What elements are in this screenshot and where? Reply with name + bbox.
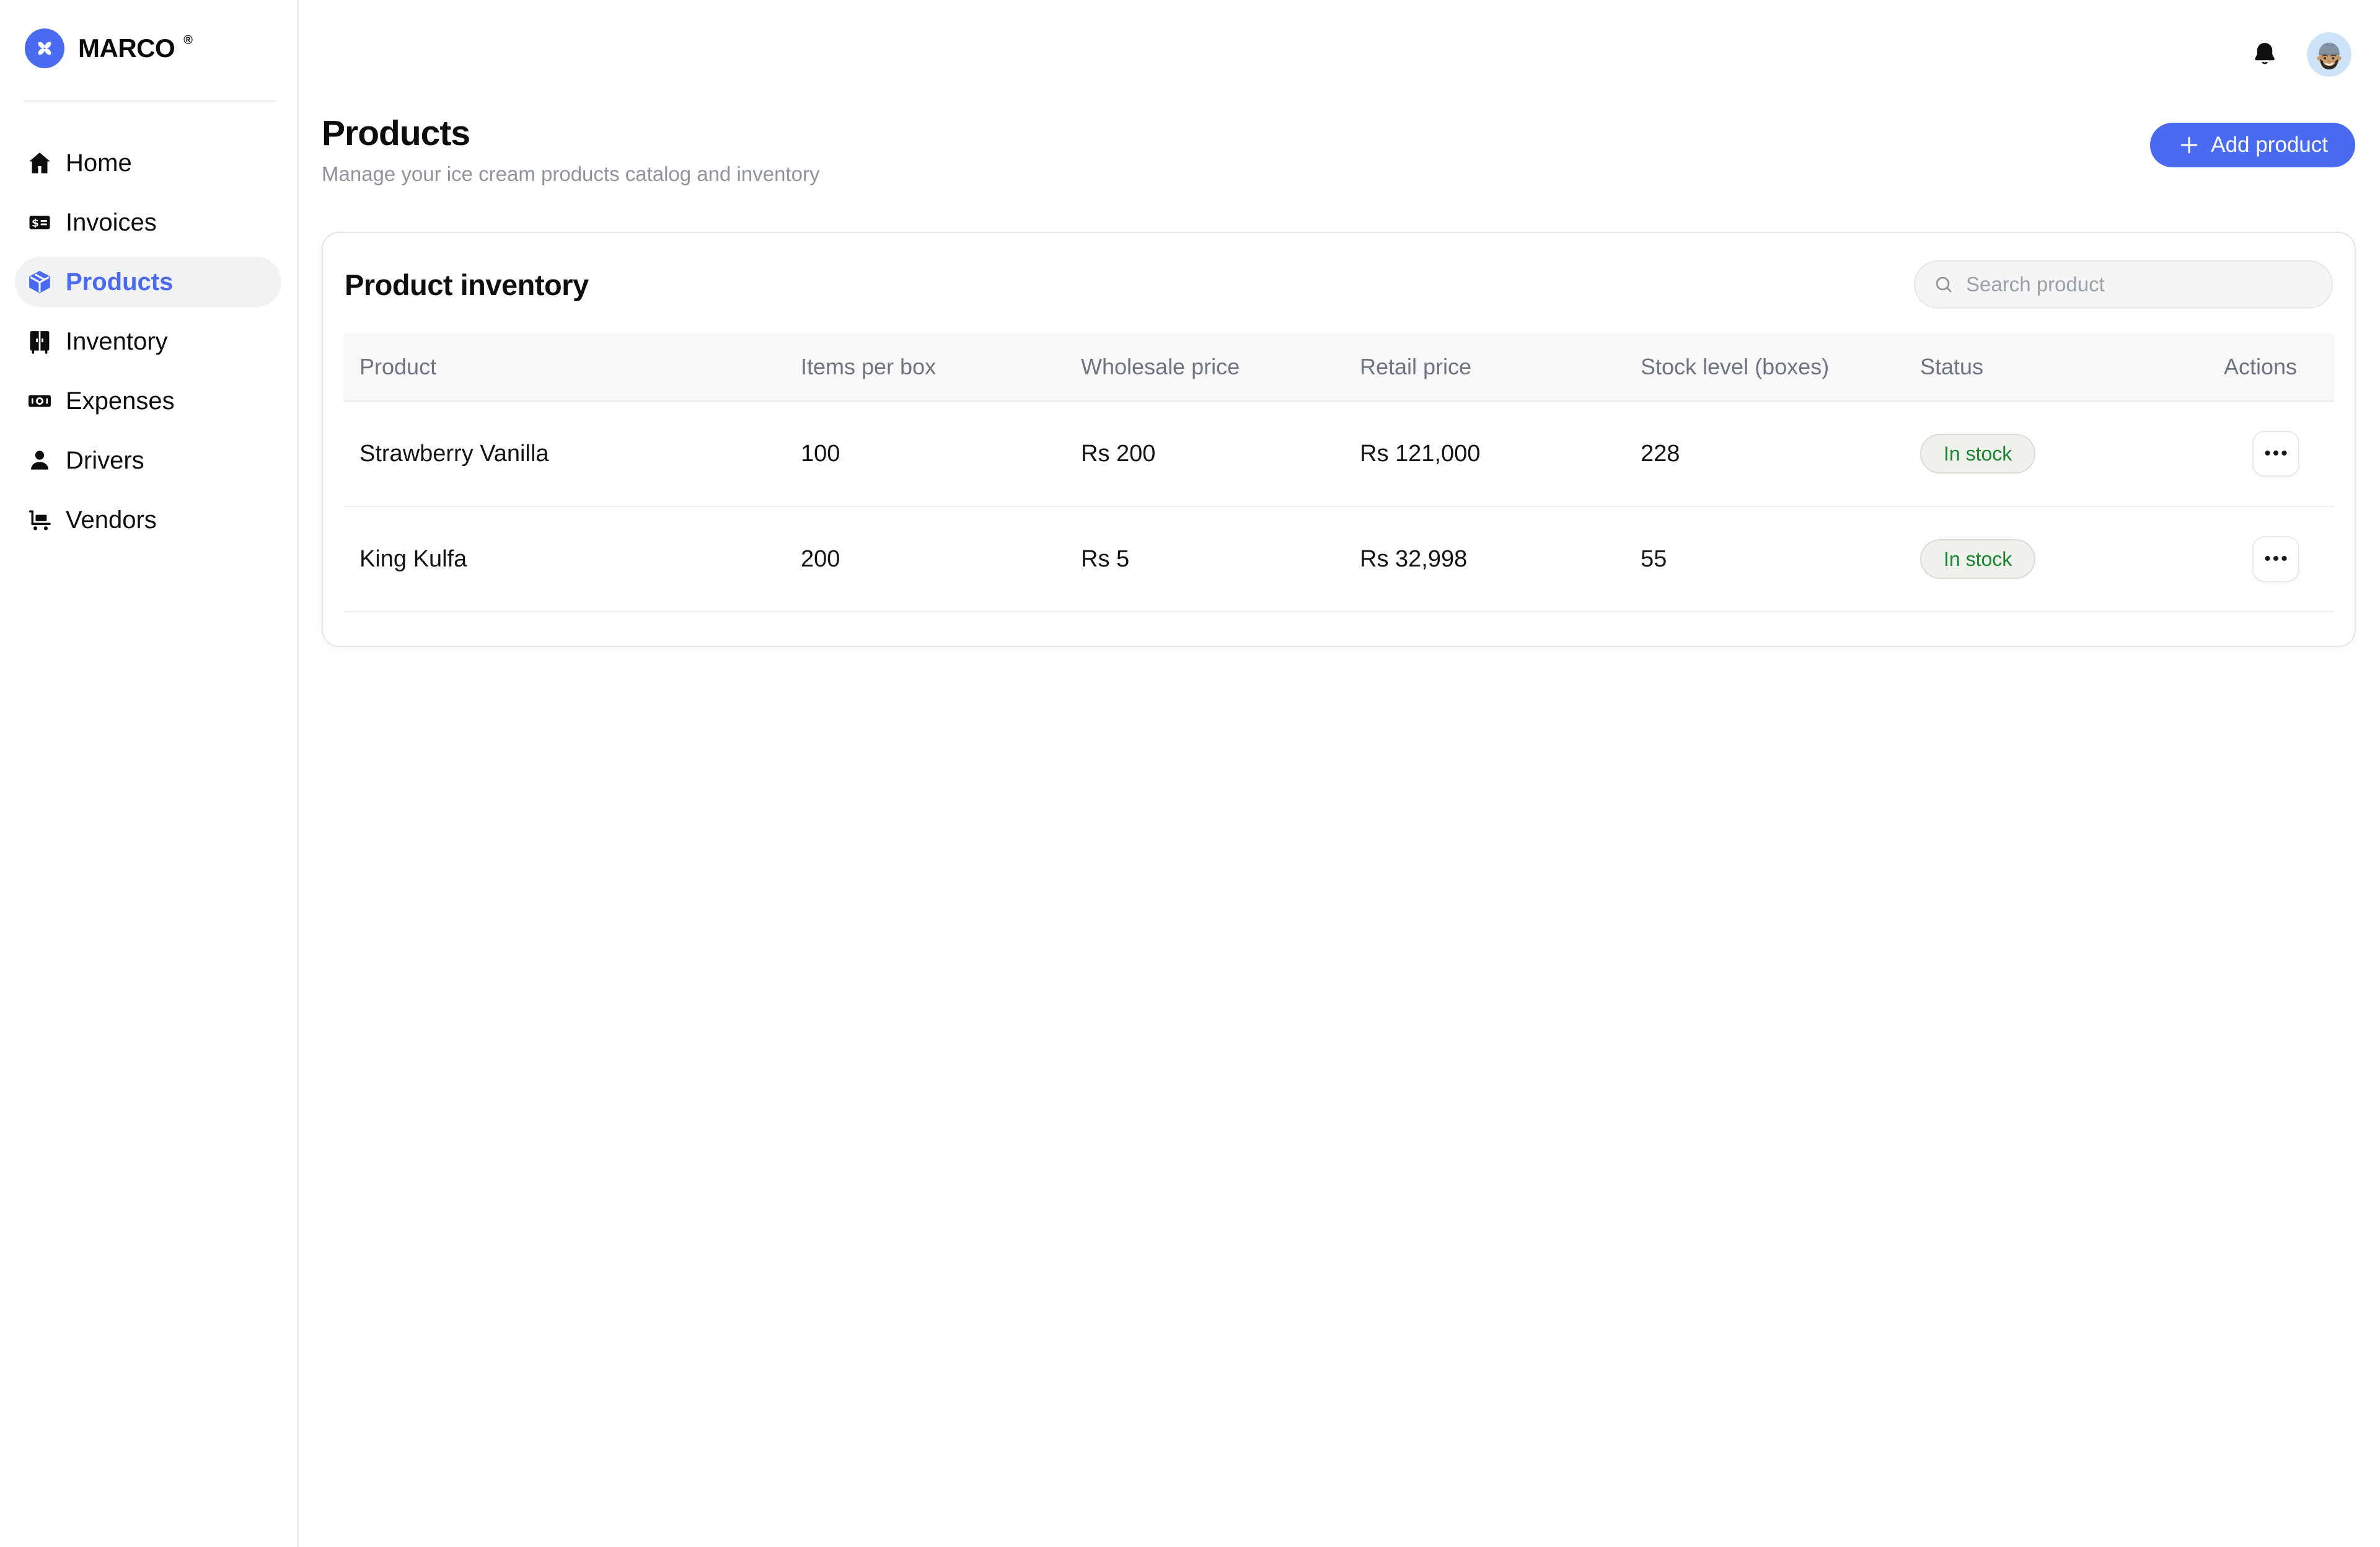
- topbar: [299, 0, 2380, 77]
- brand-pinwheel-icon: [25, 29, 64, 68]
- brand-registered-mark: ®: [183, 33, 193, 47]
- cell-retail-price: Rs 121,000: [1360, 440, 1481, 467]
- search-box: [1914, 260, 2333, 309]
- sidebar-item-label: Vendors: [66, 506, 157, 534]
- table-row: Strawberry Vanilla 100 Rs 200 Rs 121,000…: [343, 402, 2334, 507]
- column-header-retail-price: Retail price: [1360, 354, 1472, 379]
- sidebar-item-inventory[interactable]: Inventory: [15, 316, 281, 367]
- sidebar-item-drivers[interactable]: Drivers: [15, 435, 281, 486]
- search-input[interactable]: [1966, 273, 2314, 296]
- row-actions-button[interactable]: •••: [2252, 536, 2299, 582]
- column-header-stock-level-boxes: Stock level (boxes): [1641, 354, 1830, 379]
- avatar-memoji-icon: [2307, 32, 2351, 77]
- cell-product: King Kulfa: [359, 545, 467, 572]
- column-header-items-per-box: Items per box: [801, 354, 937, 379]
- column-header-actions: Actions: [2223, 354, 2297, 379]
- cell-product: Strawberry Vanilla: [359, 440, 549, 467]
- page-title: Products: [322, 113, 470, 153]
- svg-text:$: $: [32, 218, 38, 229]
- page-subtitle: Manage your ice cream products catalog a…: [322, 162, 820, 185]
- drivers-icon: [26, 447, 53, 474]
- status-badge: In stock: [1920, 539, 2036, 579]
- cell-stock-level: 55: [1641, 545, 1667, 572]
- page-header-text: Products Manage your ice cream products …: [322, 113, 819, 186]
- sidebar-item-home[interactable]: Home: [15, 138, 281, 188]
- sidebar-item-expenses[interactable]: Expenses: [15, 376, 281, 426]
- table-body: Strawberry Vanilla 100 Rs 200 Rs 121,000…: [343, 402, 2334, 612]
- add-product-label: Add product: [2211, 133, 2328, 157]
- search-icon: [1936, 276, 1952, 293]
- cell-status: In stock: [1904, 434, 2126, 474]
- main-content: Products Manage your ice cream products …: [299, 0, 2380, 1547]
- inventory-card-header: Product inventory: [343, 233, 2334, 333]
- sidebar-item-label: Products: [66, 268, 174, 296]
- cell-actions: •••: [2126, 431, 2334, 477]
- notifications-button[interactable]: [2250, 40, 2280, 69]
- expenses-icon: [26, 387, 53, 415]
- sidebar-divider: [24, 100, 276, 102]
- sidebar-nav: Home $ Invoices Products Inventory Expen…: [0, 102, 298, 545]
- sidebar-item-label: Expenses: [66, 387, 175, 415]
- plus-icon: [2181, 136, 2198, 154]
- cell-stock-level: 228: [1641, 440, 1680, 467]
- user-avatar[interactable]: [2307, 32, 2351, 77]
- sidebar-item-label: Invoices: [66, 208, 157, 236]
- inventory-card: Product inventory Product Items per box Wh…: [322, 232, 2356, 647]
- add-product-button[interactable]: Add product: [2150, 123, 2355, 167]
- ellipsis-icon: •••: [2264, 443, 2290, 464]
- cell-actions: •••: [2126, 536, 2334, 582]
- cell-items-per-box: 200: [801, 545, 840, 572]
- sidebar-item-vendors[interactable]: Vendors: [15, 495, 281, 545]
- cell-wholesale-price: Rs 200: [1081, 440, 1156, 467]
- products-icon: [26, 268, 53, 296]
- sidebar-item-label: Home: [66, 149, 132, 177]
- brand-logo[interactable]: MARCO ®: [0, 0, 298, 68]
- cell-wholesale-price: Rs 5: [1081, 545, 1130, 572]
- column-header-status: Status: [1920, 354, 1984, 379]
- sidebar-item-label: Drivers: [66, 446, 144, 474]
- cell-status: In stock: [1904, 539, 2126, 579]
- home-icon: [26, 149, 53, 177]
- cell-retail-price: Rs 32,998: [1360, 545, 1468, 572]
- sidebar-item-label: Inventory: [66, 327, 168, 355]
- table-row: King Kulfa 200 Rs 5 Rs 32,998 55 In stoc…: [343, 507, 2334, 612]
- column-header-wholesale-price: Wholesale price: [1081, 354, 1240, 379]
- brand-name: MARCO: [78, 33, 175, 63]
- invoices-icon: $: [26, 209, 53, 236]
- row-actions-button[interactable]: •••: [2252, 431, 2299, 477]
- inventory-icon: [26, 328, 53, 355]
- inventory-card-title: Product inventory: [345, 268, 589, 301]
- column-header-product: Product: [359, 354, 437, 379]
- sidebar: MARCO ® Home $ Invoices Products Invento…: [0, 0, 299, 1547]
- vendors-icon: [26, 506, 53, 534]
- status-badge: In stock: [1920, 434, 2036, 474]
- product-table: Product Items per box Wholesale price Retai…: [343, 333, 2334, 612]
- bell-icon: [2255, 43, 2275, 64]
- page-header: Products Manage your ice cream products …: [299, 77, 2380, 186]
- table-header-row: Product Items per box Wholesale price Retai…: [343, 333, 2334, 402]
- cell-items-per-box: 100: [801, 440, 840, 467]
- ellipsis-icon: •••: [2264, 549, 2290, 569]
- sidebar-item-invoices[interactable]: $ Invoices: [15, 197, 281, 248]
- sidebar-item-products[interactable]: Products: [15, 257, 281, 307]
